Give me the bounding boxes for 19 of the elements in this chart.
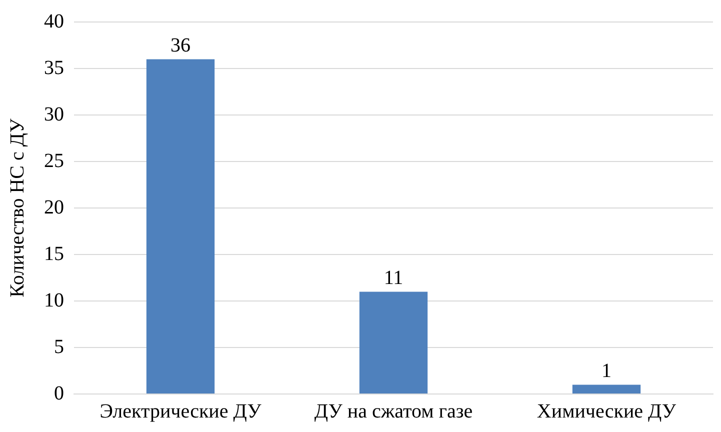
data-label: 1: [602, 360, 612, 382]
y-tick-label: 0: [54, 382, 64, 404]
bar: [146, 59, 215, 394]
y-tick-label: 5: [54, 336, 64, 358]
data-label: 36: [170, 34, 190, 56]
y-tick-label: 40: [44, 10, 64, 32]
y-tick-label: 20: [44, 196, 64, 218]
bar: [572, 384, 641, 394]
x-tick-label: Химические ДУ: [536, 400, 677, 422]
bar: [359, 292, 428, 394]
y-tick-label: 15: [44, 242, 64, 265]
y-tick-label: 35: [44, 56, 64, 79]
data-label: 11: [384, 266, 404, 289]
y-tick-label: 30: [44, 103, 64, 126]
y-tick-label: 10: [44, 289, 64, 312]
x-tick-label: Электрические ДУ: [100, 400, 262, 422]
y-axis-title: Количество НС с ДУ: [6, 118, 28, 298]
y-tick-label: 25: [44, 150, 64, 172]
x-tick-label: ДУ на сжатом газе: [314, 400, 473, 422]
